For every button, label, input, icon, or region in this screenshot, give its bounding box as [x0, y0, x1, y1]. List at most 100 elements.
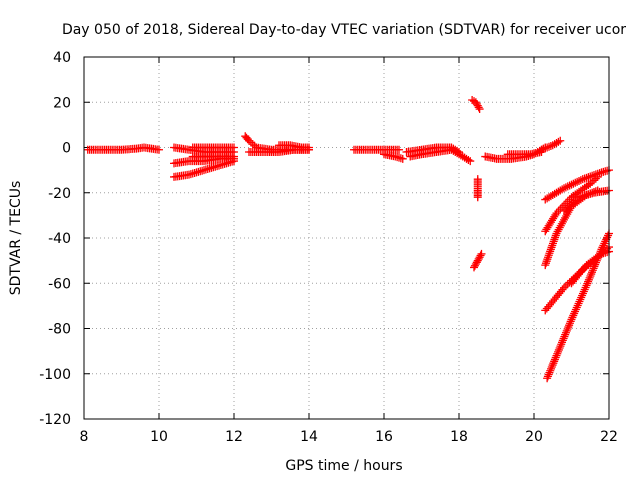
data-point: [548, 241, 557, 250]
data-point: [473, 256, 482, 265]
y-tick-label: -60: [48, 276, 71, 292]
data-point: [398, 154, 407, 163]
data-point: [575, 176, 583, 185]
data-point: [541, 259, 550, 268]
data-point: [601, 237, 610, 246]
data-point: [570, 309, 579, 318]
data-point: [592, 256, 601, 265]
data-point: [547, 364, 556, 373]
data-point: [579, 287, 588, 296]
y-tick-label: -100: [39, 367, 71, 383]
data-series-segment: [470, 249, 486, 272]
data-point: [537, 145, 546, 154]
data-point: [576, 295, 585, 304]
data-point: [584, 275, 593, 284]
data-point: [588, 268, 597, 277]
y-tick-label: -20: [48, 186, 71, 202]
data-point: [575, 297, 584, 306]
data-point: [582, 173, 591, 182]
data-point: [563, 197, 572, 206]
data-point: [471, 260, 480, 269]
data-point: [566, 317, 575, 326]
data-point: [576, 176, 585, 185]
chart-title: Day 050 of 2018, Sidereal Day-to-day VTE…: [62, 22, 626, 38]
data-point: [548, 239, 557, 248]
data-point: [544, 253, 553, 262]
data-point: [549, 359, 558, 368]
data-point: [560, 184, 568, 193]
data-point: [581, 283, 590, 292]
data-point: [596, 247, 605, 256]
plot-frame: [83, 56, 610, 420]
data-point: [590, 187, 598, 196]
data-point: [475, 253, 484, 262]
data-point: [546, 247, 555, 256]
data-point: [586, 179, 595, 188]
data-point: [561, 183, 570, 192]
data-point: [546, 141, 555, 150]
data-point: [572, 303, 581, 312]
data-point: [583, 279, 592, 288]
data-point: [561, 328, 570, 337]
data-point: [472, 258, 481, 267]
data-point: [578, 291, 587, 300]
data-point: [569, 179, 578, 188]
data-point: [541, 261, 550, 270]
data-point: [591, 260, 600, 269]
data-point: [557, 340, 566, 349]
data-point: [595, 251, 604, 260]
data-point: [471, 98, 480, 107]
data-point: [591, 174, 600, 183]
data-point: [547, 243, 556, 252]
data-point: [588, 178, 597, 187]
data-series-segment: [537, 136, 565, 154]
data-point: [230, 143, 238, 152]
data-point: [560, 283, 568, 292]
data-series-segment: [473, 175, 482, 202]
data-point: [470, 263, 478, 272]
data-point: [547, 362, 556, 371]
y-tick-label: 0: [62, 141, 71, 157]
data-point: [305, 143, 313, 152]
data-point: [556, 342, 565, 351]
data-point: [551, 233, 560, 242]
data-point: [560, 201, 568, 210]
data-point: [590, 176, 598, 185]
data-point: [565, 181, 574, 190]
data-point: [574, 299, 583, 308]
data-point: [558, 285, 567, 294]
x-tick-label: 12: [225, 429, 243, 445]
data-point: [473, 101, 482, 110]
data-point: [593, 254, 602, 263]
data-point: [548, 361, 557, 370]
grid-lines: [84, 57, 609, 419]
data-point: [578, 175, 587, 184]
x-tick-label: 10: [150, 429, 168, 445]
data-point: [565, 278, 574, 287]
y-tick-label: -80: [48, 322, 71, 338]
data-series-segment: [567, 247, 613, 288]
data-point: [561, 330, 570, 339]
data-point: [473, 193, 482, 202]
data-point: [543, 374, 552, 383]
data-point: [474, 103, 483, 112]
data-point: [590, 262, 599, 271]
data-point: [580, 174, 589, 183]
y-tick-label: -120: [39, 412, 71, 428]
data-point: [577, 293, 586, 302]
data-point: [549, 237, 558, 246]
x-axis-title: GPS time / hours: [285, 458, 402, 474]
x-tick-label: 18: [450, 429, 468, 445]
data-point: [564, 323, 573, 332]
data-point: [545, 368, 554, 377]
data-series-segment: [83, 143, 163, 154]
data-point: [571, 178, 580, 187]
data-points: [83, 95, 613, 383]
data-point: [552, 351, 561, 360]
data-point: [558, 203, 567, 212]
data-point: [567, 180, 576, 189]
data-point: [580, 285, 589, 294]
data-point: [554, 137, 563, 146]
